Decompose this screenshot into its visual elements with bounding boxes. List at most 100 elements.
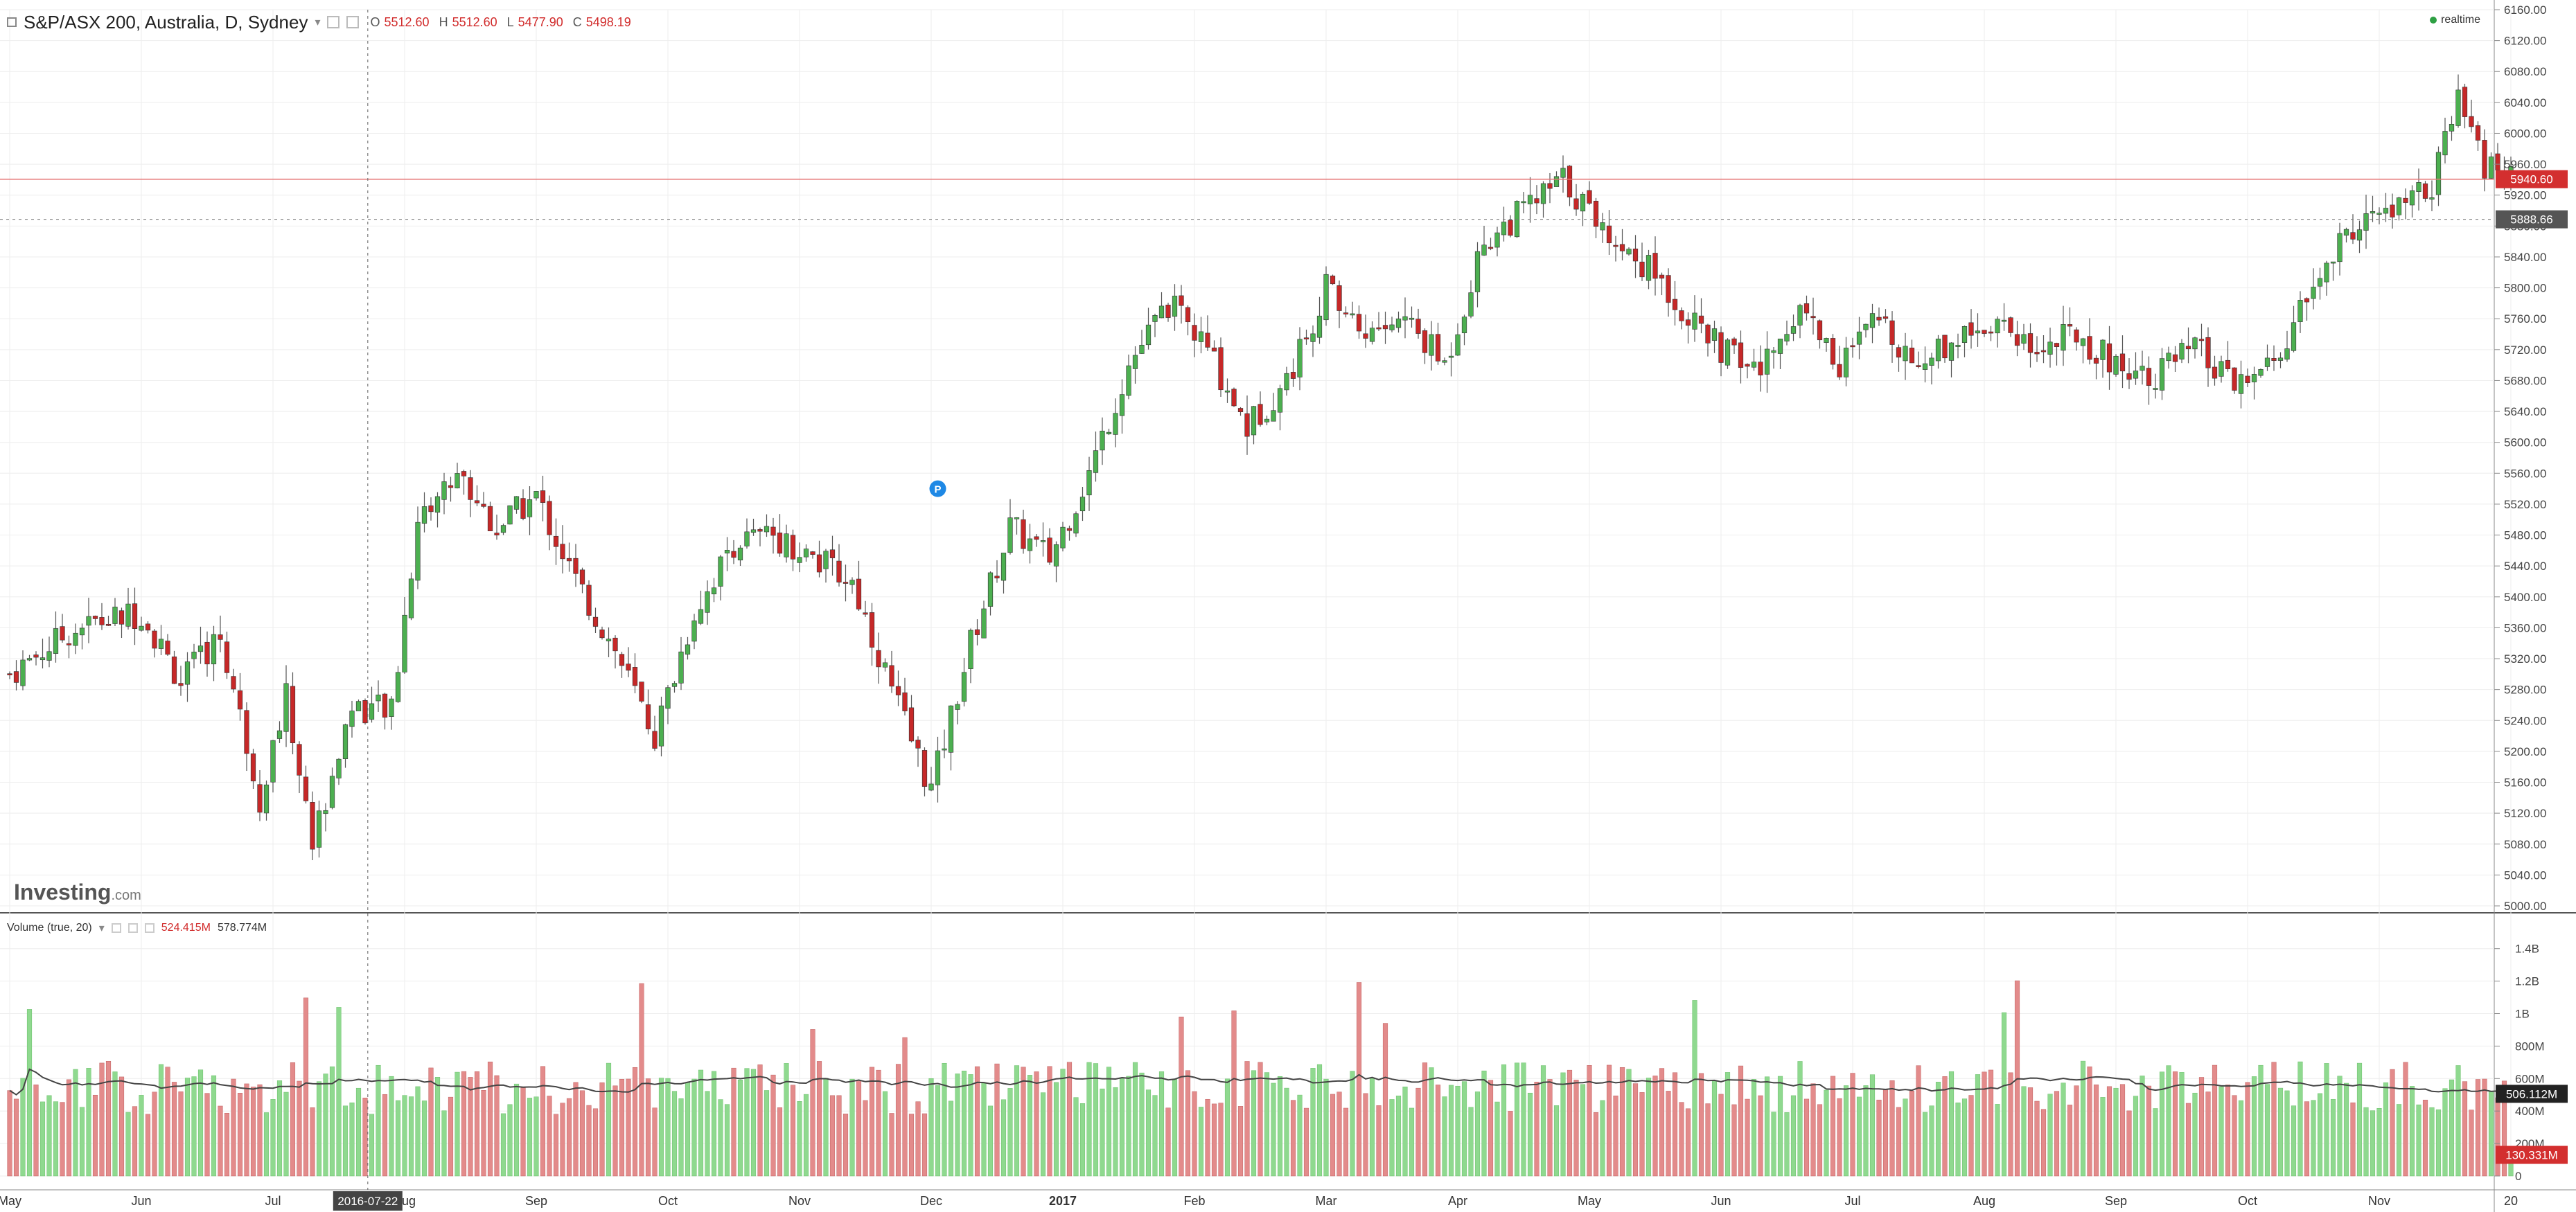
candle-body	[2337, 233, 2343, 262]
volume-bar	[1192, 1091, 1197, 1177]
candle-body	[231, 676, 236, 690]
volume-bar	[876, 1069, 881, 1177]
volume-bar	[513, 1083, 520, 1177]
time-tick-label: 20	[2504, 1194, 2518, 1208]
volume-bar	[1521, 1062, 1526, 1177]
candle-body	[1534, 198, 1540, 204]
candle-body	[1876, 317, 1882, 321]
volume-bar	[2435, 1109, 2442, 1177]
volume-bar	[1995, 1104, 2000, 1177]
time-tick-label: Mar	[1316, 1194, 1337, 1208]
close-icon[interactable]	[144, 923, 155, 933]
volume-title[interactable]: Volume (true, 20)	[7, 922, 92, 934]
volume-bar	[2008, 1072, 2013, 1177]
candle-series	[7, 74, 2514, 860]
candle-body	[139, 625, 144, 631]
volume-bar	[810, 1029, 815, 1177]
volume-bar	[2113, 1087, 2119, 1177]
volume-bar	[171, 1082, 177, 1177]
volume-bar	[1264, 1072, 1270, 1177]
candle-body	[2317, 278, 2323, 287]
symbol-title[interactable]: S&P/ASX 200, Australia, D, Sydney	[24, 11, 308, 33]
volume-bar	[46, 1095, 52, 1177]
volume-bar	[1942, 1076, 1948, 1177]
volume-bar	[1237, 1106, 1244, 1177]
volume-bar	[1244, 1061, 1250, 1177]
volume-bar	[1882, 1089, 1889, 1177]
volume-bar	[1165, 1107, 1171, 1177]
volume-bar	[843, 1114, 849, 1177]
price-axis[interactable]: 6160.00 6120.00 6080.00 6040.00 6000.00 5960.…	[2494, 3, 2546, 913]
candle-body	[744, 531, 750, 546]
volume-bar	[2034, 1100, 2040, 1177]
volume-bar	[250, 1087, 256, 1177]
candle-body	[1771, 350, 1776, 353]
candle-body	[2403, 197, 2408, 203]
candle-body	[1593, 200, 1599, 227]
chevron-down-icon[interactable]: ▾	[315, 17, 321, 28]
candle-body	[1553, 176, 1560, 187]
volume-bar	[1771, 1112, 1776, 1177]
candle-body	[1402, 316, 1408, 321]
candle-body	[711, 587, 717, 595]
volume-bar	[1824, 1089, 1829, 1177]
volume-bar	[1705, 1103, 1711, 1177]
volume-bar	[540, 1066, 546, 1177]
volume-bar	[948, 1100, 954, 1177]
volume-bar	[1224, 1078, 1230, 1177]
volume-bar	[1560, 1072, 1566, 1177]
volume-bar	[1382, 1023, 1388, 1177]
close-icon[interactable]	[346, 16, 360, 28]
volume-bar	[1830, 1076, 1836, 1177]
volume-bar	[270, 1099, 276, 1177]
volume-bar	[26, 1009, 33, 1177]
volume-bar	[856, 1080, 862, 1177]
volume-bar	[211, 1075, 217, 1177]
price-tick-label: 5840.00	[2504, 251, 2546, 264]
chevron-down-icon[interactable]: ▾	[98, 923, 105, 934]
volume-ma-marker-label: 506.112M	[2506, 1087, 2557, 1100]
candle-body	[1350, 313, 1355, 316]
candle-body	[513, 496, 520, 510]
candle-body	[1745, 364, 1750, 367]
price-tick-label: 5160.00	[2504, 776, 2546, 790]
candle-body	[53, 628, 59, 654]
candle-body	[487, 506, 493, 531]
candle-body	[105, 623, 112, 626]
candle-body	[1889, 320, 1895, 345]
eye-icon[interactable]	[111, 923, 121, 933]
volume-bar	[2027, 1087, 2034, 1177]
candle-body	[718, 556, 723, 587]
volume-bar	[2304, 1101, 2310, 1177]
settings-icon[interactable]	[327, 16, 340, 28]
candle-body	[421, 506, 427, 524]
volume-bar	[13, 1098, 19, 1177]
volume-bar	[560, 1103, 565, 1177]
volume-bar	[1494, 1101, 1500, 1177]
candle-body	[2087, 336, 2092, 360]
volume-bar	[961, 1071, 967, 1177]
settings-icon[interactable]	[127, 923, 138, 933]
volume-bar	[323, 1073, 328, 1177]
candle-body	[1415, 319, 1421, 334]
candle-body	[1093, 450, 1099, 473]
collapse-icon[interactable]	[7, 17, 17, 27]
volume-bar	[2212, 1064, 2218, 1177]
candle-body	[2356, 229, 2363, 241]
volume-bar	[889, 1113, 894, 1177]
volume-bar	[218, 1105, 223, 1177]
candle-body	[448, 485, 454, 488]
candle-body	[1172, 296, 1178, 317]
volume-bar	[1869, 1074, 1876, 1177]
candle-body	[1619, 244, 1625, 251]
volume-tick-label: 1B	[2515, 1008, 2530, 1021]
candle-body	[1929, 357, 1934, 366]
price-tick-label: 5800.00	[2504, 282, 2546, 295]
volume-bar	[777, 1107, 783, 1177]
time-axis[interactable]: May Jun Jul Aug Sep Oct Nov Dec 2017 Feb Mar Apr May…	[0, 1194, 2518, 1208]
volume-bar	[310, 1107, 315, 1177]
volume-bar	[685, 1082, 691, 1177]
candle-body	[1461, 317, 1467, 334]
